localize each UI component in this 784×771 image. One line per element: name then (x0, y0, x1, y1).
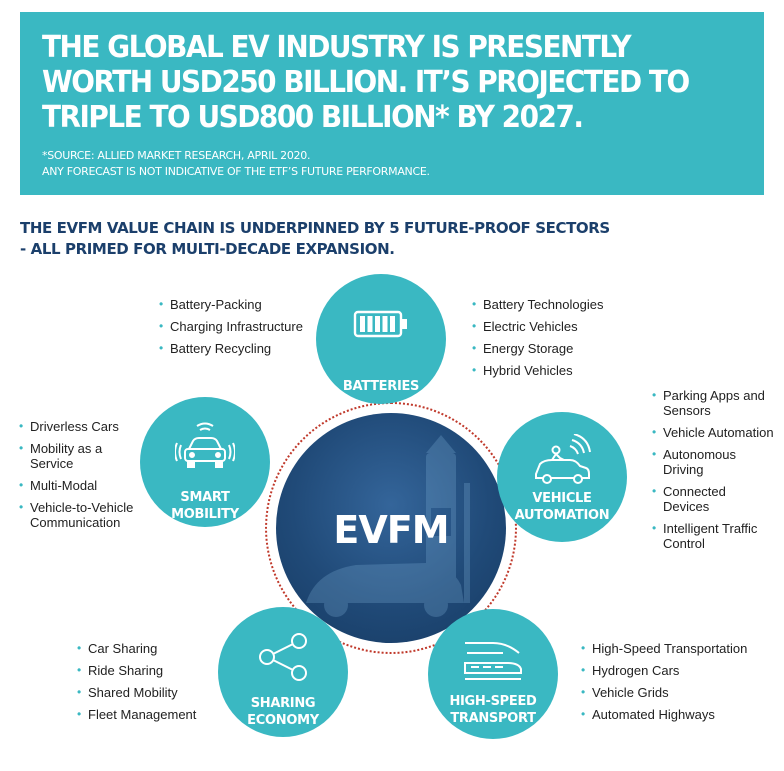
list-item: Battery-Packing (158, 297, 323, 312)
evfm-hub: EVFM (276, 413, 506, 643)
headline-banner: THE GLOBAL EV INDUSTRY IS PRESENTLY WORT… (20, 12, 764, 195)
vehicle-automation-label-line-1: VEHICLE (532, 491, 592, 506)
high-speed-transport-node: HIGH-SPEED TRANSPORT (428, 609, 558, 739)
list-item: Vehicle-to-Vehicle Communication (18, 500, 143, 530)
high-speed-transport-label-line-1: HIGH-SPEED (449, 694, 537, 709)
batteries-right-list: Battery Technologies Electric Vehicles E… (471, 297, 631, 385)
list-item: Charging Infrastructure (158, 319, 323, 334)
sharing-economy-list: Car Sharing Ride Sharing Shared Mobility… (76, 641, 216, 729)
list-item: Hybrid Vehicles (471, 363, 631, 378)
battery-icon (353, 310, 407, 338)
high-speed-transport-label-line-2: TRANSPORT (450, 711, 536, 726)
list-item: Connected Devices (651, 484, 775, 514)
smart-mobility-label-line-2: MOBILITY (171, 507, 239, 522)
smart-mobility-label: SMART MOBILITY (140, 489, 270, 523)
list-item: Multi-Modal (18, 478, 143, 493)
bullet-train-icon (464, 642, 522, 680)
list-item: Autonomous Driving (651, 447, 775, 477)
share-network-icon (259, 633, 307, 681)
subheading-line-2: - ALL PRIMED FOR MULTI-DECADE EXPANSION. (20, 240, 395, 258)
list-item: Automated Highways (580, 707, 770, 722)
source-note: *SOURCE: ALLIED MARKET RESEARCH, APRIL 2… (42, 148, 430, 180)
vehicle-automation-label: VEHICLE AUTOMATION (497, 490, 627, 524)
charging-station-car-icon (306, 435, 470, 617)
batteries-left-list: Battery-Packing Charging Infrastructure … (158, 297, 323, 363)
list-item: Energy Storage (471, 341, 631, 356)
list-item: Driverless Cars (18, 419, 143, 434)
list-item: Parking Apps and Sensors (651, 388, 775, 418)
list-item: High-Speed Transportation (580, 641, 770, 656)
vehicle-automation-label-line-2: AUTOMATION (514, 508, 610, 523)
sharing-economy-label-line-2: ECONOMY (247, 713, 319, 728)
list-item: Electric Vehicles (471, 319, 631, 334)
list-item: Hydrogen Cars (580, 663, 770, 678)
value-chain-subheading: THE EVFM VALUE CHAIN IS UNDERPINNED BY 5… (20, 218, 610, 260)
sharing-economy-label-line-1: SHARING (250, 696, 316, 711)
list-item: Battery Technologies (471, 297, 631, 312)
sharing-economy-label: SHARING ECONOMY (218, 695, 348, 729)
smart-mobility-label-line-1: SMART (180, 490, 230, 505)
smart-mobility-list: Driverless Cars Mobility as a Service Mu… (18, 419, 143, 537)
sharing-economy-node: SHARING ECONOMY (218, 607, 348, 737)
autonomous-car-icon (535, 434, 591, 484)
batteries-node: BATTERIES (316, 274, 446, 404)
list-item: Car Sharing (76, 641, 216, 656)
list-item: Shared Mobility (76, 685, 216, 700)
list-item: Fleet Management (76, 707, 216, 722)
batteries-label-line-1: BATTERIES (342, 379, 420, 394)
batteries-label: BATTERIES (316, 378, 446, 395)
subheading-line-1: THE EVFM VALUE CHAIN IS UNDERPINNED BY 5… (20, 219, 610, 237)
list-item: Vehicle Automation (651, 425, 775, 440)
source-citation: *SOURCE: ALLIED MARKET RESEARCH, APRIL 2… (42, 149, 311, 162)
forecast-disclaimer: ANY FORECAST IS NOT INDICATIVE OF THE ET… (42, 165, 430, 178)
list-item: Mobility as a Service (18, 441, 143, 471)
high-speed-transport-label: HIGH-SPEED TRANSPORT (428, 693, 558, 727)
list-item: Intelligent Traffic Control (651, 521, 775, 551)
vehicle-automation-list: Parking Apps and Sensors Vehicle Automat… (651, 388, 775, 558)
smart-mobility-node: SMART MOBILITY (140, 397, 270, 527)
list-item: Vehicle Grids (580, 685, 770, 700)
high-speed-transport-list: High-Speed Transportation Hydrogen Cars … (580, 641, 770, 729)
vehicle-automation-node: VEHICLE AUTOMATION (497, 412, 627, 542)
connected-car-icon (175, 422, 235, 468)
list-item: Battery Recycling (158, 341, 323, 356)
evfm-label: EVFM (333, 508, 449, 552)
list-item: Ride Sharing (76, 663, 216, 678)
headline: THE GLOBAL EV INDUSTRY IS PRESENTLY WORT… (42, 30, 690, 135)
